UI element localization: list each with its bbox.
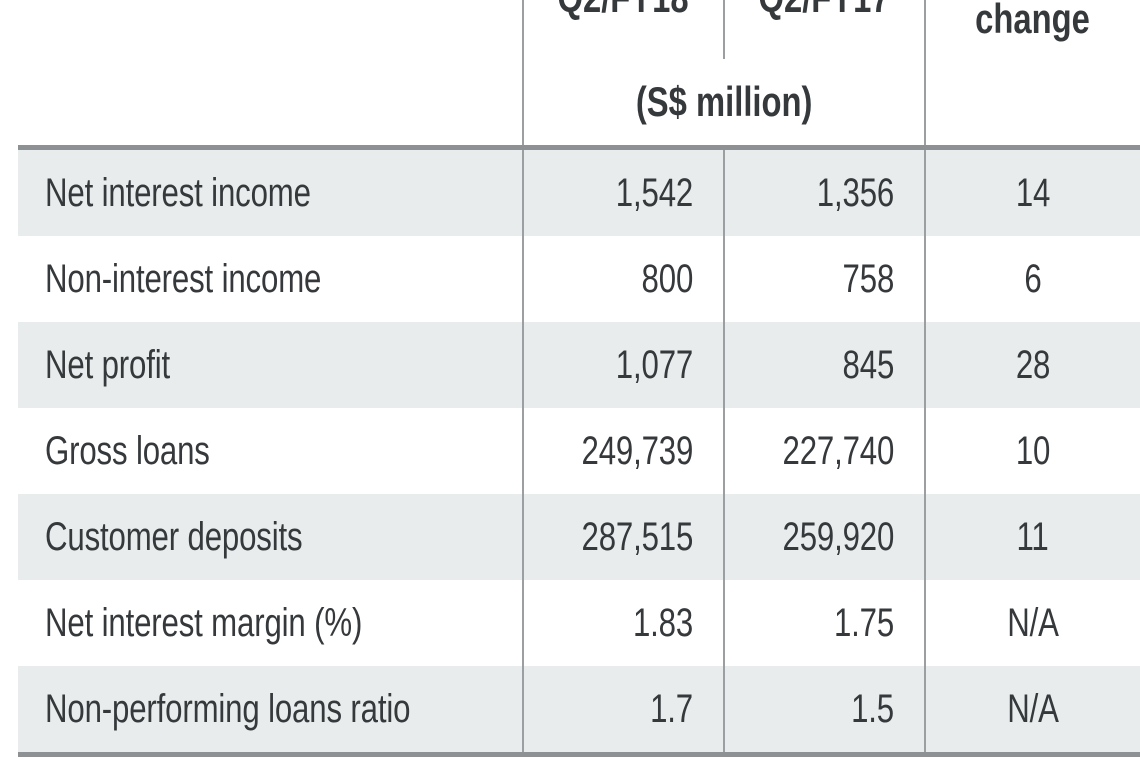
value-change: 11 [924,494,1140,580]
table-row: Customer deposits 287,515 259,920 11 [18,494,1140,580]
column-header-q2fy18: Q2/FY18 [522,0,723,59]
value-change: N/A [924,666,1140,752]
value-q2fy17: 1.75 [723,580,924,666]
value-change: 28 [924,322,1140,408]
value-change: 14 [924,150,1140,236]
column-header-q2fy17: Q2/FY17 [723,0,924,59]
row-label: Net profit [45,342,171,387]
row-label: Customer deposits [45,514,303,559]
value-q2fy18: 249,739 [522,408,723,494]
row-label: Gross loans [45,428,210,473]
value-q2fy17: 845 [723,322,924,408]
row-label: Non-performing loans ratio [45,686,411,731]
value-q2fy18: 1.7 [522,666,723,752]
column-header-change: change [924,0,1140,59]
column-header-q2fy18-label: Q2/FY18 [524,0,723,22]
header-spacer [0,0,522,59]
unit-header: (S$ million) [522,59,924,145]
table-row: Non-performing loans ratio 1.7 1.5 N/A [18,666,1140,752]
header-empty-change-cell [924,59,1140,145]
row-label: Net interest income [45,170,311,215]
value-q2fy17: 259,920 [723,494,924,580]
table-row: Non-interest income 800 758 6 [18,236,1140,322]
value-q2fy18: 1,542 [522,150,723,236]
value-change: 6 [924,236,1140,322]
header-spacer [0,59,522,145]
value-q2fy17: 1,356 [723,150,924,236]
value-q2fy18: 800 [522,236,723,322]
table-header-unit: (S$ million) [0,59,1140,145]
value-q2fy18: 1.83 [522,580,723,666]
table-body: Net interest income 1,542 1,356 14 Non-i… [18,145,1140,757]
table-row: Net profit 1,077 845 28 [18,322,1140,408]
row-label: Net interest margin (%) [45,600,363,645]
column-header-change-label: change [975,0,1091,42]
table-row: Gross loans 249,739 227,740 10 [18,408,1140,494]
value-change: N/A [924,580,1140,666]
table-header-periods: Q2/FY18 Q2/FY17 change [0,0,1140,59]
value-change: 10 [924,408,1140,494]
value-q2fy18: 287,515 [522,494,723,580]
value-q2fy17: 758 [723,236,924,322]
table-row: Net interest income 1,542 1,356 14 [18,150,1140,236]
column-header-q2fy17-label: Q2/FY17 [725,0,924,22]
value-q2fy17: 1.5 [723,666,924,752]
value-q2fy17: 227,740 [723,408,924,494]
table-row: Net interest margin (%) 1.83 1.75 N/A [18,580,1140,666]
value-q2fy18: 1,077 [522,322,723,408]
row-label: Non-interest income [45,256,322,301]
